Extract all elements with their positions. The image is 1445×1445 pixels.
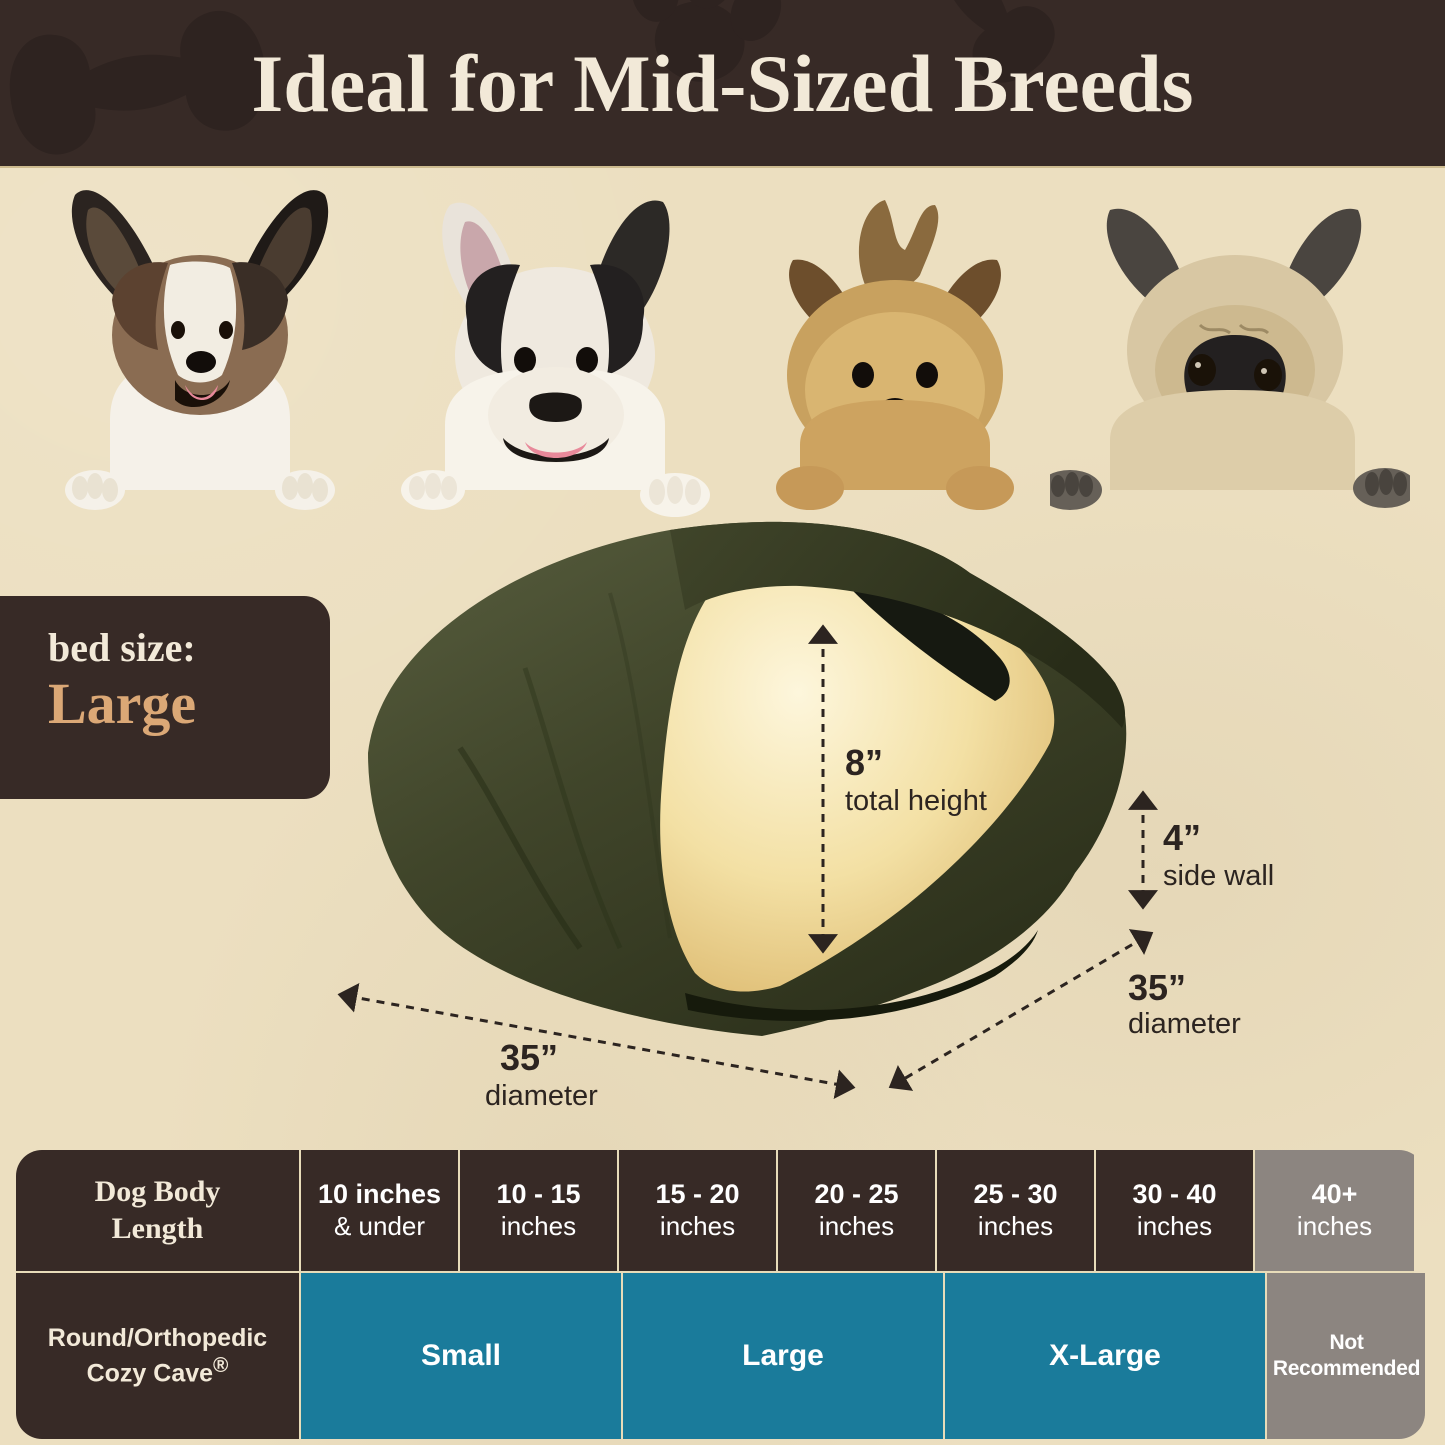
svg-text:total height: total height <box>845 785 987 817</box>
svg-text:35”: 35” <box>500 1037 558 1078</box>
svg-text:4”: 4” <box>1163 817 1201 858</box>
svg-text:diameter: diameter <box>485 1080 598 1112</box>
svg-text:8”: 8” <box>845 742 883 783</box>
svg-text:35”: 35” <box>1128 967 1186 1008</box>
svg-text:side wall: side wall <box>1163 860 1274 892</box>
svg-text:diameter: diameter <box>1128 1008 1241 1040</box>
